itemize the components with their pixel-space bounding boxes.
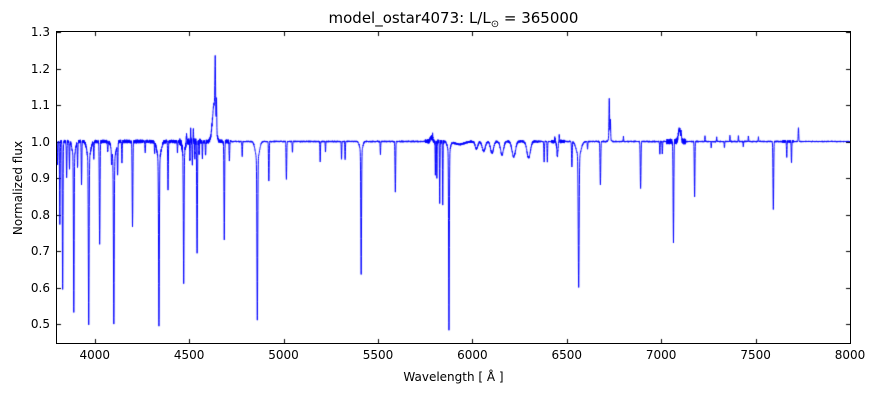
plot-area: [56, 31, 851, 344]
y-tick-label: 0.6: [30, 280, 50, 295]
chart-title: model_ostar4073: L/L⊙ = 365000: [57, 8, 850, 30]
y-tick-label: 1.0: [30, 134, 50, 149]
x-tick-label: 5500: [362, 348, 394, 362]
sun-symbol: ⊙: [490, 19, 500, 30]
x-tick-label: 6500: [551, 348, 583, 362]
x-tick-label: 8000: [834, 348, 866, 362]
y-tick-label: 1.2: [30, 61, 50, 76]
x-tick-label: 4500: [173, 348, 205, 362]
x-tick-label: 7000: [645, 348, 677, 362]
x-axis-label: Wavelength [ Å ]: [403, 370, 504, 384]
x-tick-label: 4000: [79, 348, 111, 362]
spectrum-canvas: [57, 32, 850, 343]
chart-title-prefix: model_ostar4073: L/L: [328, 9, 491, 27]
chart-title-suffix: = 365000: [499, 9, 579, 27]
y-tick-label: 0.8: [30, 207, 50, 222]
y-tick-label: 0.9: [30, 171, 50, 185]
y-tick-label: 0.7: [30, 244, 50, 258]
x-tick-label: 6000: [457, 348, 488, 362]
x-tick-label: 7500: [740, 348, 771, 362]
y-tick-label: 1.1: [30, 98, 50, 112]
y-tick-label: 0.5: [30, 317, 50, 332]
y-tick-label: 1.3: [30, 25, 50, 39]
x-tick-label: 5000: [268, 348, 299, 362]
